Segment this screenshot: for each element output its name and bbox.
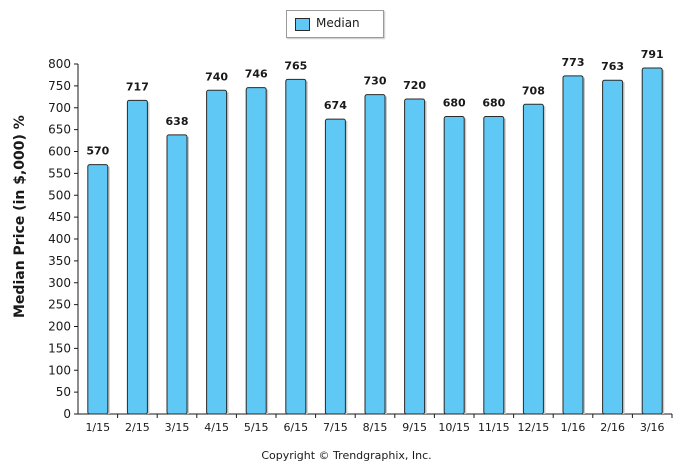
y-tick-label: 250 <box>48 298 71 312</box>
axes: 0 50 100 150 200 250 300 350 400 450 500 550 600 650 7… <box>48 57 673 421</box>
bar <box>285 78 307 415</box>
copyright-text: Copyright © Trendgraphix, Inc. <box>261 449 432 462</box>
y-tick-label: 400 <box>48 232 71 246</box>
y-axis-title: Median Price (in $,000) % <box>12 115 28 318</box>
x-tick-label: 9/15 <box>402 421 427 434</box>
bar-value-label: 680 <box>443 97 466 110</box>
bar-value-label: 717 <box>126 80 149 93</box>
legend: Median <box>286 10 384 38</box>
bar-value-label: 746 <box>245 68 268 81</box>
x-tick-label: 11/15 <box>478 421 510 434</box>
bar <box>562 75 584 415</box>
bar <box>364 94 386 415</box>
y-tick-label: 700 <box>48 101 71 115</box>
bar-value-label: 740 <box>205 70 228 83</box>
labels: 570 1/15 717 2/15 638 3/15 740 4/15 746 5/15 765 6/… <box>85 48 664 434</box>
bar-value-label: 730 <box>364 75 387 88</box>
y-tick-label: 200 <box>48 320 71 334</box>
legend-label-median: Median <box>316 16 360 30</box>
x-tick-label: 2/16 <box>600 421 625 434</box>
bar-value-label: 720 <box>403 79 426 92</box>
x-tick-label: 5/15 <box>244 421 269 434</box>
y-tick-label: 750 <box>48 79 71 93</box>
bar <box>166 134 188 415</box>
y-tick-label: 550 <box>48 166 71 180</box>
bar <box>641 67 663 415</box>
y-tick-label: 500 <box>48 188 71 202</box>
bar <box>443 116 465 415</box>
y-tick-label: 600 <box>48 145 71 159</box>
bars <box>87 67 665 415</box>
legend-swatch-median <box>295 18 310 31</box>
bar <box>206 89 228 415</box>
bar <box>404 98 426 415</box>
y-tick-label: 300 <box>48 276 71 290</box>
bar-value-label: 765 <box>284 59 307 72</box>
bar-value-label: 791 <box>641 48 664 61</box>
bar-value-label: 763 <box>601 60 624 73</box>
bar-value-label: 638 <box>166 115 189 128</box>
x-tick-label: 1/16 <box>561 421 586 434</box>
y-tick-label: 0 <box>63 407 71 421</box>
y-tick-label: 650 <box>48 123 71 137</box>
bar <box>126 99 148 415</box>
bar-value-label: 773 <box>562 56 585 69</box>
y-tick-label: 350 <box>48 254 71 268</box>
x-tick-label: 12/15 <box>518 421 550 434</box>
bar-value-label: 674 <box>324 99 347 112</box>
bar <box>483 116 505 415</box>
x-tick-label: 7/15 <box>323 421 348 434</box>
bar <box>245 87 267 415</box>
y-tick-label: 450 <box>48 210 71 224</box>
bar-value-label: 708 <box>522 84 545 97</box>
x-tick-label: 8/15 <box>363 421 388 434</box>
y-tick-label: 50 <box>56 385 71 399</box>
x-tick-label: 2/15 <box>125 421 150 434</box>
bar <box>522 103 544 415</box>
bar <box>87 164 109 415</box>
x-tick-label: 4/15 <box>204 421 229 434</box>
x-tick-label: 3/15 <box>165 421 190 434</box>
bar-value-label: 570 <box>86 145 109 158</box>
bar <box>324 118 346 415</box>
bar <box>602 79 624 415</box>
y-tick-label: 800 <box>48 57 71 71</box>
bar-value-label: 680 <box>482 97 505 110</box>
x-tick-label: 3/16 <box>640 421 665 434</box>
x-tick-label: 6/15 <box>283 421 308 434</box>
y-tick-label: 150 <box>48 341 71 355</box>
x-tick-label: 10/15 <box>438 421 470 434</box>
y-tick-label: 100 <box>48 363 71 377</box>
x-tick-label: 1/15 <box>85 421 110 434</box>
